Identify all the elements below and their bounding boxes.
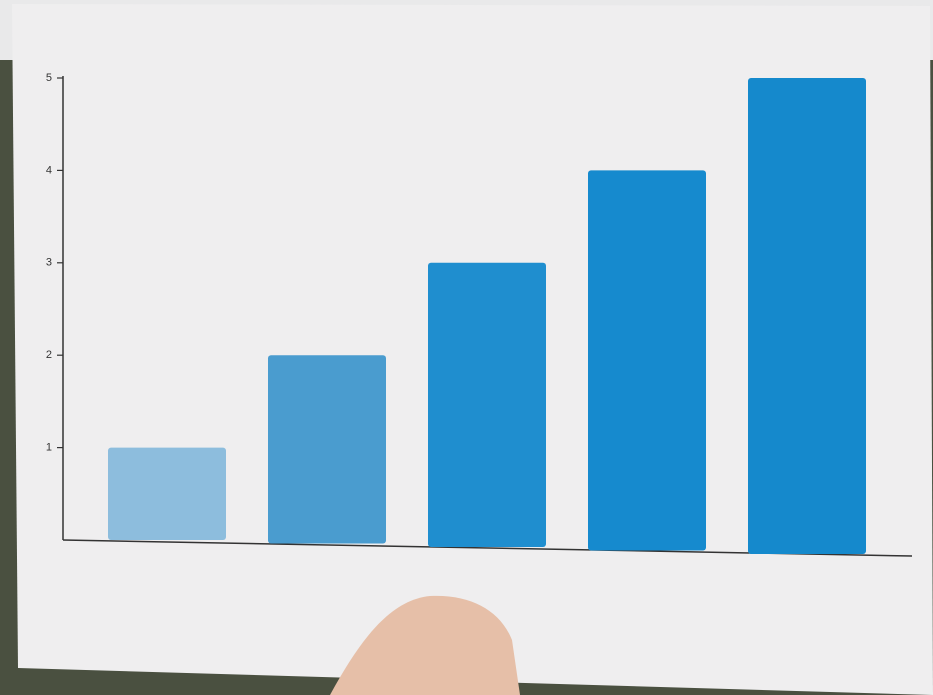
y-tick-label: 4	[46, 164, 52, 176]
y-tick-label: 3	[46, 257, 52, 269]
y-tick-label: 1	[46, 442, 52, 454]
bar	[268, 355, 386, 544]
bar	[588, 170, 706, 551]
bar	[428, 262, 546, 547]
bar	[748, 78, 866, 554]
y-tick-label: 5	[46, 72, 52, 84]
bar	[108, 447, 226, 540]
y-tick-label: 2	[46, 349, 52, 361]
hand	[330, 595, 520, 695]
